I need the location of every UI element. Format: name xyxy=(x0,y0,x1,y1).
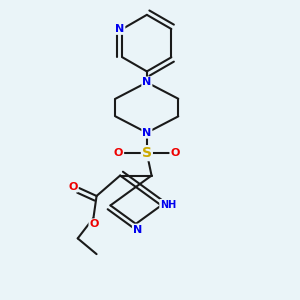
Text: N: N xyxy=(133,224,142,235)
Text: O: O xyxy=(170,148,180,158)
Text: N: N xyxy=(142,128,152,138)
Text: N: N xyxy=(115,24,124,34)
Text: NH: NH xyxy=(160,200,176,210)
Text: O: O xyxy=(68,182,78,191)
Text: S: S xyxy=(142,146,152,160)
Text: N: N xyxy=(142,77,152,87)
Text: O: O xyxy=(89,219,99,229)
Text: O: O xyxy=(114,148,123,158)
